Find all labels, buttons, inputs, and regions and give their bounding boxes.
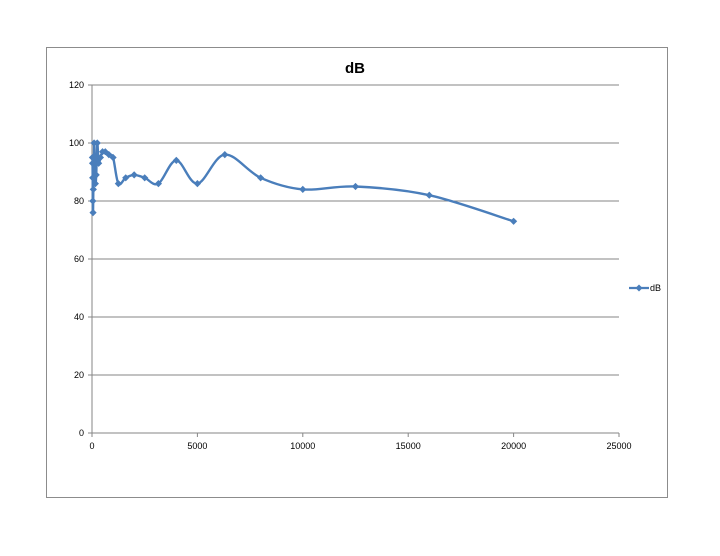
x-tick-labels: 0 5000 10000 15000 20000 25000 <box>89 441 631 451</box>
legend-marker <box>635 284 643 292</box>
data-point-0 <box>88 153 97 162</box>
data-point-3 <box>89 197 97 205</box>
chart-title: dB <box>345 60 365 77</box>
x-tick-label-0: 0 <box>89 441 94 451</box>
data-point-24 <box>193 180 201 188</box>
x-tick-label-25000: 25000 <box>606 441 631 451</box>
series-dB <box>88 139 518 225</box>
y-tick-label-120: 120 <box>69 80 84 90</box>
y-tick-label-100: 100 <box>69 138 84 148</box>
data-point-5 <box>89 185 97 193</box>
data-point-20 <box>130 171 138 179</box>
axes <box>88 84 620 437</box>
data-point-17 <box>109 153 117 162</box>
data-point-11 <box>93 139 101 147</box>
y-tick-labels: 0 20 40 60 80 100 120 <box>69 80 84 438</box>
y-tick-label-20: 20 <box>74 370 84 380</box>
y-tick-label-80: 80 <box>74 196 84 206</box>
data-point-13 <box>96 153 105 162</box>
data-point-9 <box>91 180 99 188</box>
data-point-8 <box>91 159 99 167</box>
x-tick-label-20000: 20000 <box>501 441 526 451</box>
data-point-4 <box>89 209 97 217</box>
chart-frame: dB 0 20 40 60 80 100 120 0 5000 10000 15000 20000 2… <box>46 47 668 498</box>
legend-label: dB <box>650 283 661 293</box>
data-point-19 <box>122 174 130 182</box>
y-tick-label-40: 40 <box>74 312 84 322</box>
data-point-29 <box>425 191 433 199</box>
data-point-28 <box>351 182 360 191</box>
data-point-22 <box>154 180 163 188</box>
data-point-27 <box>299 185 307 193</box>
data-point-21 <box>141 174 149 182</box>
y-tick-label-60: 60 <box>74 254 84 264</box>
x-tick-label-10000: 10000 <box>290 441 315 451</box>
data-point-12 <box>95 159 103 167</box>
x-tick-label-15000: 15000 <box>396 441 421 451</box>
data-point-18 <box>114 180 122 188</box>
data-point-25 <box>221 151 229 159</box>
data-point-10 <box>92 171 100 179</box>
x-tick-label-5000: 5000 <box>187 441 207 451</box>
series-line-0 <box>91 141 514 223</box>
legend: dB <box>629 283 661 293</box>
chart-svg: dB 0 20 40 60 80 100 120 0 5000 10000 15000 20000 2… <box>69 60 661 451</box>
data-point-26 <box>257 174 265 182</box>
gridlines <box>92 84 619 376</box>
y-tick-label-0: 0 <box>79 428 84 438</box>
data-point-23 <box>172 156 180 164</box>
data-point-15 <box>101 148 109 156</box>
data-point-30 <box>510 217 518 225</box>
